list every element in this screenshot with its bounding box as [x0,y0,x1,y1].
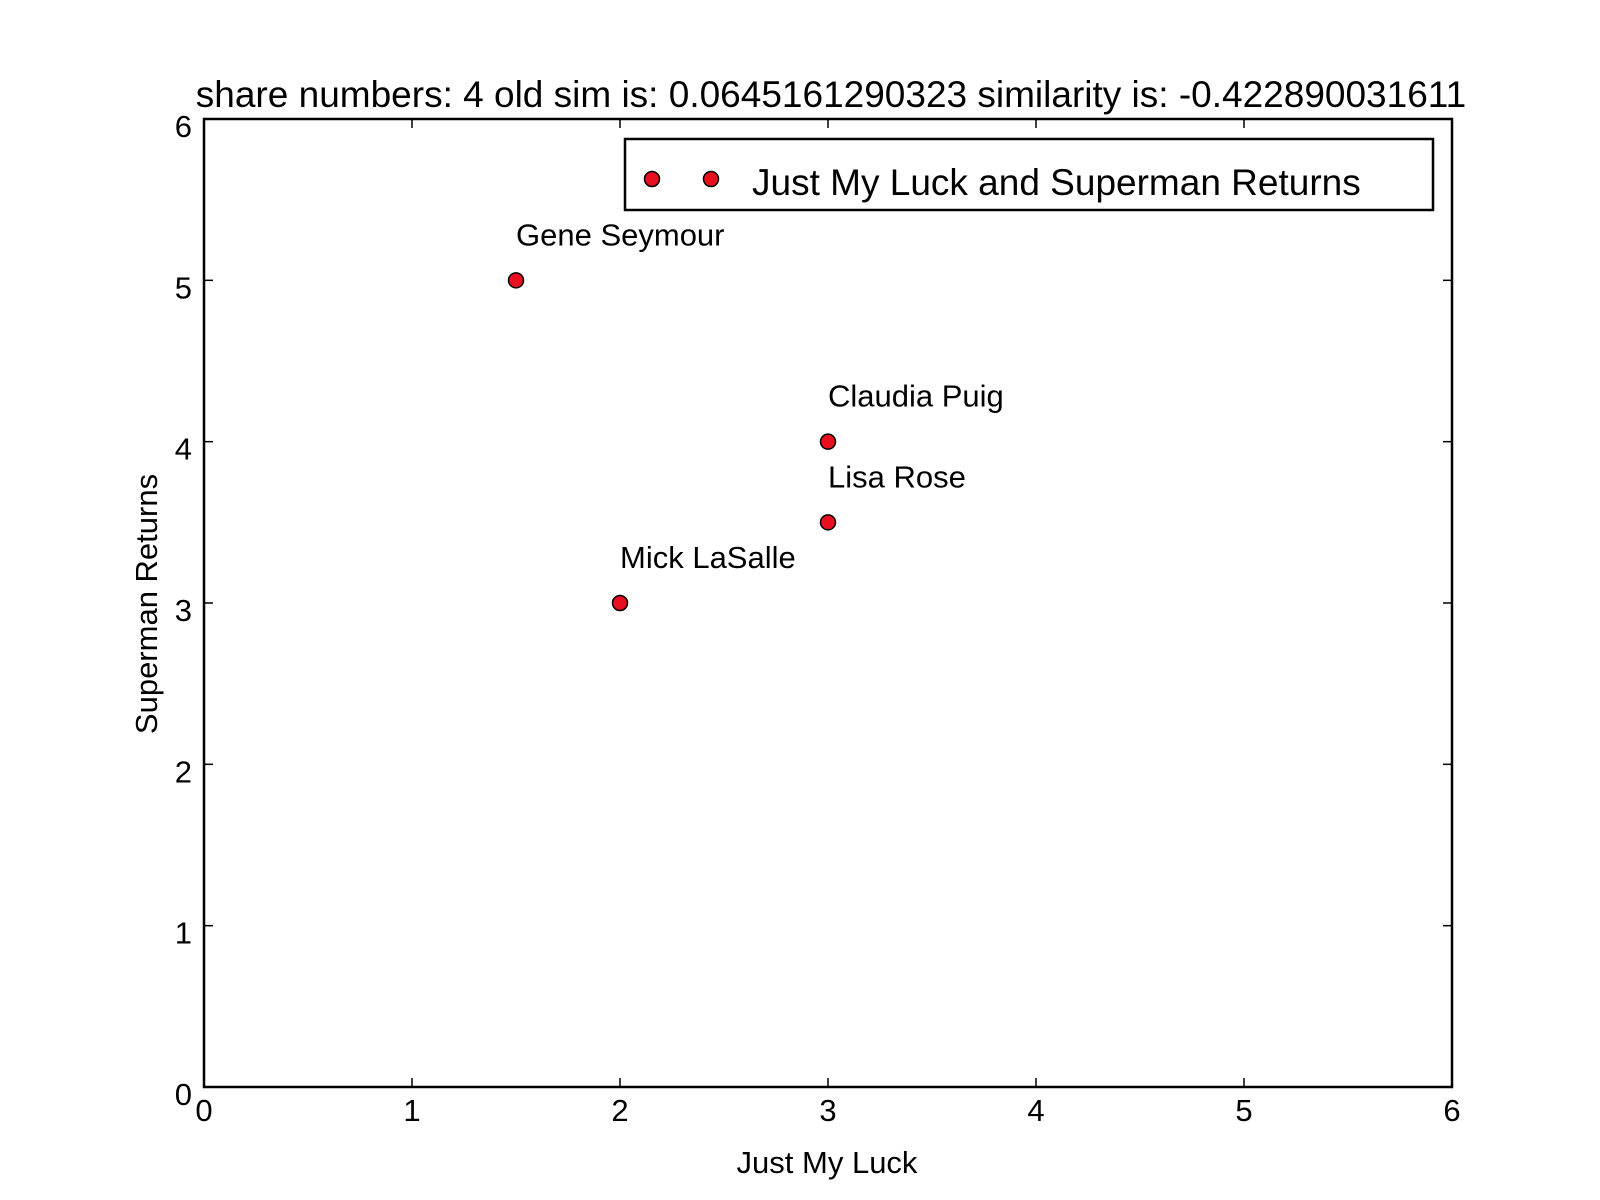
data-point-label: Claudia Puig [828,379,1004,414]
x-tick-label: 1 [403,1093,420,1128]
y-tick-label: 0 [175,1077,192,1112]
data-point [819,433,837,450]
data-point-label: Lisa Rose [828,459,966,494]
y-tick-label: 5 [175,270,192,305]
legend-label: Just My Luck and Superman Returns [752,162,1361,203]
chart-title: share numbers: 4 old sim is: 0.064516129… [196,74,1466,115]
y-tick-label: 6 [175,109,192,144]
legend-box [623,137,1435,212]
x-tick-label: 5 [1235,1093,1252,1128]
legend: Just My Luck and Superman Returns [623,137,1435,212]
x-axis-label: Just My Luck [737,1145,918,1180]
y-tick-label: 1 [175,916,192,951]
data-point-label: Mick LaSalle [620,540,796,575]
data-point-label: Gene Seymour [516,217,725,252]
data-point [611,594,629,612]
y-tick-label: 3 [175,593,192,628]
x-tick-label: 0 [195,1093,212,1128]
data-point [819,514,837,531]
plot-frame [202,117,1454,1089]
y-tick-label: 2 [175,754,192,789]
x-tick-label: 2 [611,1093,628,1128]
legend-marker-left [643,170,661,188]
legend-marker-right [702,170,720,188]
data-point [507,272,525,289]
y-axis-label: Superman Returns [129,474,164,734]
x-tick-label: 6 [1443,1093,1460,1128]
x-tick-label: 4 [1027,1093,1044,1128]
y-tick-label: 4 [175,432,192,467]
x-tick-label: 3 [819,1093,836,1128]
plot-area: 0 1 2 3 4 5 6 0 1 2 3 4 5 6 Gene Seymour Claudia Puig Li… [175,109,1461,1128]
